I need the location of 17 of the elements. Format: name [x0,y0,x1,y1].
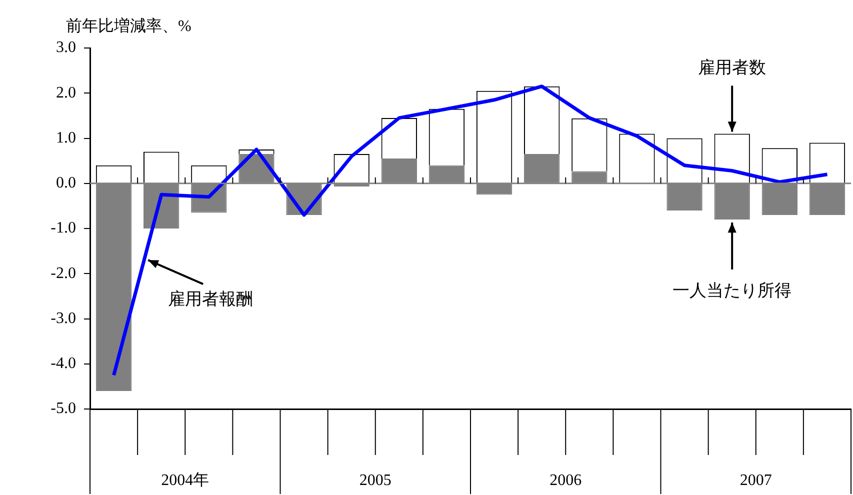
y-axis-title: 前年比増減率、% [66,16,192,37]
y-tick-label: -4.0 [50,355,76,372]
text: 雇用者数 [698,58,766,78]
y-tick-label: -3.0 [50,310,76,327]
y-tick-label: 3.0 [56,39,76,56]
y-tick-label: 1.0 [56,129,76,146]
text: 2007 [740,472,772,490]
series-label: 雇用者報酬 [168,290,254,309]
y-tick-label: -1.0 [50,220,76,237]
text: 2004年 [161,472,210,490]
text: 2006 [550,472,582,490]
y-tick-label: 2.0 [56,84,76,102]
text: 2005 [359,472,392,490]
y-tick-label: -5.0 [50,400,76,418]
text: 一人当たり所得 [672,280,792,300]
y-tick-label: -2.0 [50,264,76,282]
y-tick-label: 0.0 [56,174,76,192]
